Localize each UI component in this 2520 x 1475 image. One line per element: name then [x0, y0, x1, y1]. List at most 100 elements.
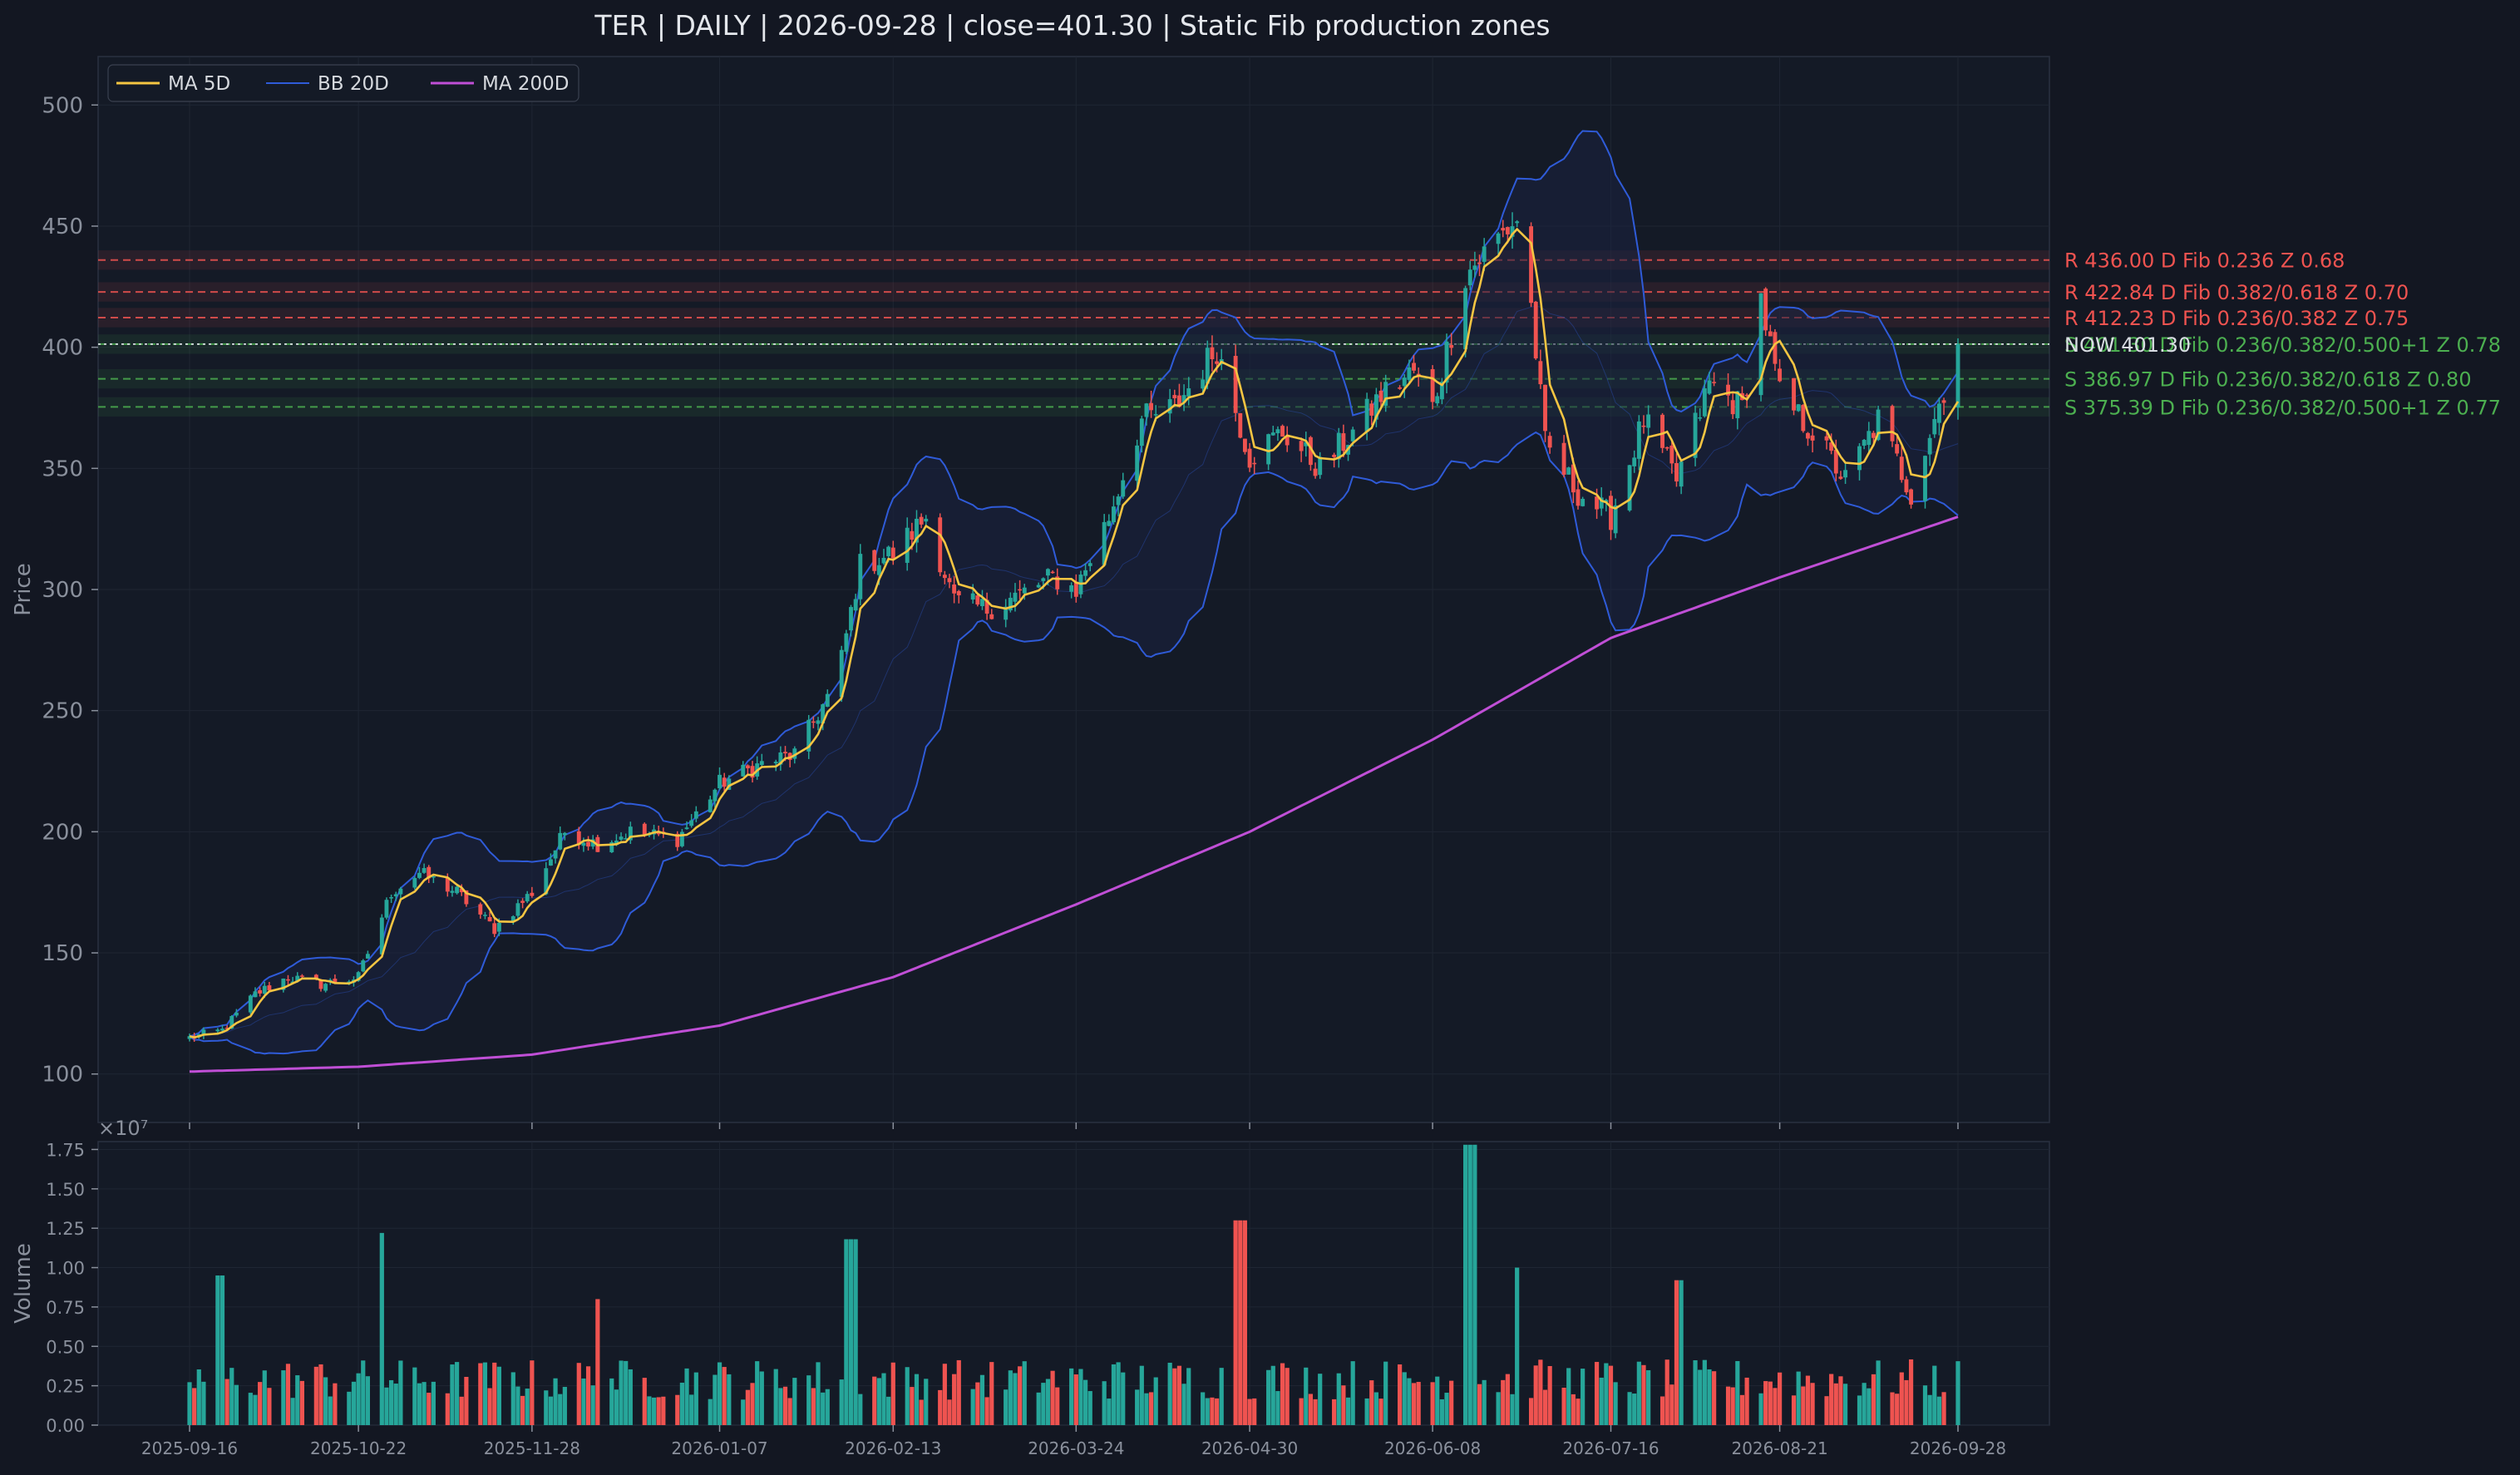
candle-body — [558, 832, 563, 850]
volume-bar — [562, 1387, 567, 1425]
candle-body — [1308, 437, 1313, 466]
candle-body — [581, 842, 586, 846]
volume-bar — [881, 1373, 886, 1425]
candle-body — [1505, 227, 1510, 234]
volume-bar — [1659, 1396, 1665, 1425]
volume-bar — [530, 1360, 535, 1425]
volume-bar — [398, 1360, 403, 1425]
volume-bar — [1477, 1384, 1482, 1425]
candle-body — [1472, 265, 1477, 270]
candle-body — [1482, 246, 1487, 262]
candle-body — [1609, 496, 1613, 530]
candle-body — [1547, 436, 1552, 448]
volume-bar — [1153, 1377, 1158, 1425]
volume-bar — [1810, 1383, 1815, 1425]
candle-body — [398, 888, 403, 895]
candle-body — [361, 960, 366, 972]
volume-bar — [295, 1375, 300, 1425]
candle-body — [924, 518, 929, 522]
candle-body — [1369, 403, 1374, 416]
volume-tick-label: 1.50 — [46, 1180, 85, 1200]
date-axis: 2025-09-16 2025-10-22 2025-11-28 2026-01-07… — [141, 1122, 2006, 1458]
volume-bar — [482, 1362, 488, 1425]
candle-body — [379, 917, 384, 955]
volume-bar — [318, 1364, 323, 1425]
volume-bar — [1102, 1381, 1107, 1425]
volume-bar — [1121, 1372, 1126, 1425]
volume-bar — [1632, 1394, 1637, 1425]
volume-bar — [1013, 1373, 1018, 1425]
candle-body — [487, 917, 492, 922]
volume-bar — [839, 1379, 844, 1425]
volume-bar — [1398, 1364, 1403, 1425]
candle-body — [1632, 457, 1637, 466]
candle-body — [1693, 412, 1698, 458]
candle-body — [450, 890, 455, 893]
candle-body — [1416, 373, 1421, 376]
candle-body — [1205, 348, 1210, 384]
candle-body — [1904, 479, 1909, 493]
candle-body — [628, 826, 633, 841]
volume-bar — [1735, 1360, 1740, 1425]
candle-body — [1439, 382, 1444, 400]
candle-body — [187, 1036, 192, 1039]
volume-bar — [1871, 1374, 1876, 1425]
candle-body — [1008, 597, 1013, 611]
volume-bar — [1318, 1374, 1323, 1425]
candle-body — [482, 915, 487, 916]
candle-body — [970, 593, 975, 600]
volume-bar — [431, 1381, 436, 1425]
volume-bar — [942, 1364, 947, 1425]
candle-body — [258, 989, 263, 994]
candle-body — [1702, 388, 1707, 417]
candle-body — [876, 565, 881, 575]
candle-body — [1872, 432, 1876, 438]
volume-bar — [750, 1383, 755, 1425]
candle-body — [323, 984, 328, 991]
volume-bar — [581, 1378, 586, 1425]
volume-bar — [356, 1373, 361, 1425]
candle-body — [1467, 269, 1472, 286]
candle-body — [759, 761, 764, 766]
candle-body — [1773, 332, 1778, 364]
candle-body — [1613, 505, 1618, 534]
volume-scale-label: ×10⁷ — [98, 1117, 148, 1140]
volume-bar — [445, 1393, 450, 1425]
volume-bar — [609, 1378, 614, 1425]
candle-body — [1838, 476, 1843, 479]
candle-body — [1932, 418, 1937, 435]
candle-body — [286, 979, 290, 981]
volume-bar — [459, 1396, 464, 1425]
candle-body — [1463, 288, 1468, 349]
volume-bar — [1838, 1376, 1843, 1425]
volume-bar — [1636, 1361, 1641, 1425]
date-tick-label: 2026-02-13 — [845, 1438, 941, 1458]
candle-body — [938, 517, 943, 573]
volume-bar — [924, 1379, 929, 1425]
volume-bar — [1730, 1387, 1735, 1425]
candle-body — [609, 841, 614, 853]
volume-bar — [1725, 1386, 1731, 1425]
candle-body — [224, 1028, 229, 1029]
volume-bar — [675, 1394, 680, 1425]
volume-bar — [1857, 1395, 1862, 1425]
candle-body — [1069, 585, 1074, 592]
candle-body — [1144, 403, 1149, 417]
volume-bar — [816, 1362, 821, 1425]
volume-bar — [787, 1398, 792, 1425]
candle-body — [806, 719, 811, 752]
volume-bar — [890, 1362, 895, 1425]
volume-bar — [1505, 1374, 1510, 1425]
volume-bar — [1604, 1363, 1609, 1425]
volume-bar — [1214, 1398, 1220, 1425]
candle-body — [1181, 395, 1186, 403]
volume-bar — [821, 1392, 826, 1425]
candle-body — [1336, 432, 1341, 460]
candles — [187, 212, 1960, 1043]
candle-body — [1121, 480, 1126, 497]
volume-bar — [1829, 1374, 1834, 1425]
candle-body — [1698, 417, 1703, 419]
candle-body — [220, 1029, 224, 1031]
bb-upper-line — [189, 130, 1959, 1038]
candle-body — [1186, 388, 1191, 397]
